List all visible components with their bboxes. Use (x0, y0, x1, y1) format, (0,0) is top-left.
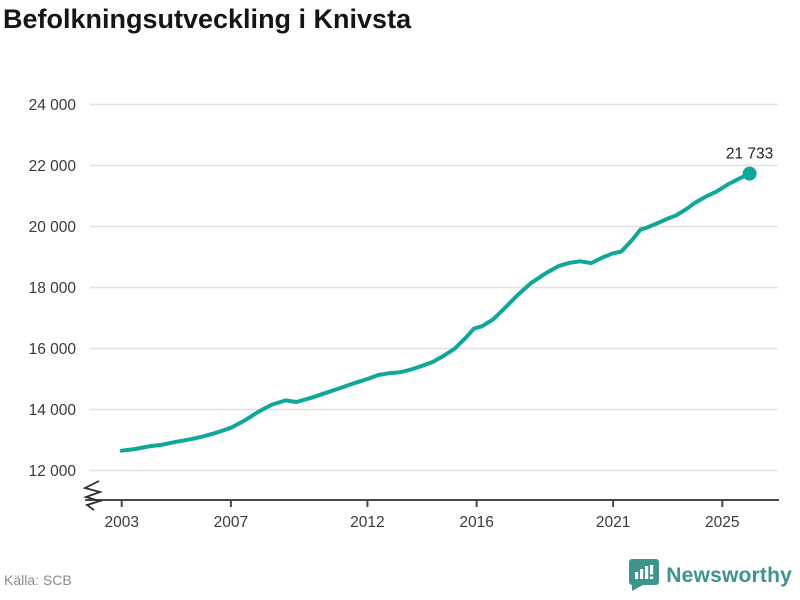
population-series: 21 733 (119, 146, 773, 453)
y-tick-label: 22 000 (29, 158, 77, 175)
footer: Källa: SCB Newsworthy (0, 556, 800, 600)
y-axis-tick-labels: 12 000 14 000 16 000 18 000 20 000 22 000 24 0… (29, 97, 77, 480)
axis-break-icon (82, 480, 104, 511)
x-tick-label: 2021 (596, 514, 630, 531)
bar-chart-glyph (635, 565, 654, 579)
x-axis: 2003 2007 2012 2016 2021 2025 (82, 480, 779, 531)
x-tick-label: 2025 (705, 514, 739, 531)
bar-chart-speech-bubble-icon (629, 559, 660, 591)
source-label: Källa: SCB (4, 572, 72, 588)
x-tick-label: 2007 (214, 514, 248, 531)
y-tick-label: 16 000 (29, 341, 77, 358)
y-tick-label: 18 000 (29, 280, 77, 297)
gridlines (90, 103, 778, 472)
y-tick-label: 20 000 (29, 219, 77, 236)
latest-value-label: 21 733 (726, 146, 773, 163)
y-tick-label: 12 000 (29, 463, 77, 480)
newsworthy-wordmark: Newsworthy (666, 563, 792, 587)
y-tick-label: 24 000 (29, 97, 77, 114)
population-line (119, 171, 752, 453)
y-tick-label: 14 000 (29, 402, 77, 419)
x-tick-label: 2012 (350, 514, 384, 531)
latest-point-marker (742, 166, 757, 181)
chart-title: Befolkningsutveckling i Knivsta (3, 4, 412, 34)
x-tick-label: 2016 (459, 514, 493, 531)
newsworthy-brand: Newsworthy (629, 559, 792, 592)
x-tick-label: 2003 (104, 514, 138, 531)
